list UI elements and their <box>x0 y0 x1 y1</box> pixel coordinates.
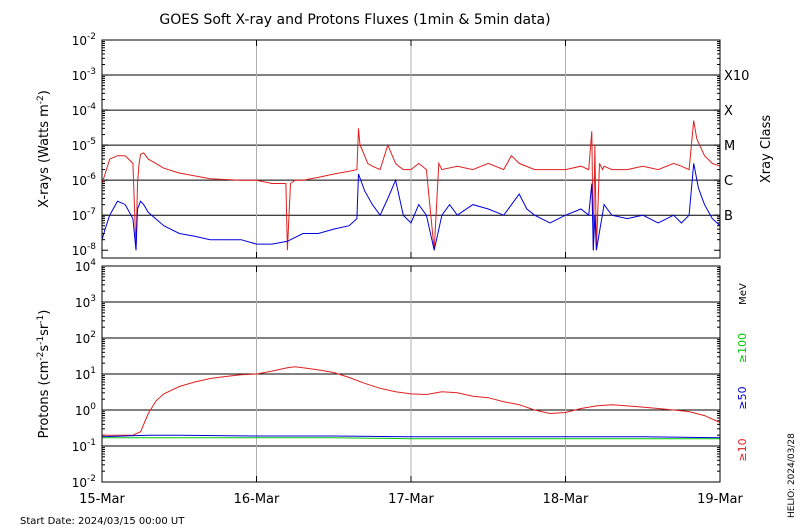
legend-label: ≥100 <box>736 333 749 363</box>
series-line <box>102 366 721 436</box>
proton-panel: 10-2 10-1 100 101 102 103 104 Protons (cm-2s-1s… <box>36 258 749 490</box>
y-tick-label: 10-2 <box>72 474 96 490</box>
start-date-label: Start Date: 2024/03/15 00:00 UT <box>20 516 185 527</box>
y-tick-label: 102 <box>75 330 96 346</box>
y-tick-label: 10-2 <box>72 32 96 48</box>
y-tick-label: 10-3 <box>72 67 96 83</box>
y-tick-label: 101 <box>75 366 96 382</box>
y-axis-title: Protons (cm-2s-1sr-1) <box>36 310 52 439</box>
series-line <box>101 120 721 251</box>
x-tick-label: 18-Mar <box>543 492 589 507</box>
series-line <box>102 437 720 440</box>
y-tick-label: 10-1 <box>72 438 96 454</box>
xray-class-title: Xray Class <box>759 115 774 183</box>
mev-unit-label: MeV <box>738 283 749 305</box>
y-tick-label: 104 <box>75 258 96 274</box>
y-tick-label: 10-4 <box>72 102 97 118</box>
xray-panel: 10-8 10-7 10-6 10-5 10-4 10-3 10-2 X-rays (Watt… <box>36 32 774 259</box>
xray-class-label: X10 <box>724 69 749 84</box>
y-tick-label: 10-8 <box>72 242 97 258</box>
chart-title: GOES Soft X-ray and Protons Fluxes (1min… <box>159 12 550 28</box>
helio-watermark: HELIO: 2024/03/28 <box>787 433 797 518</box>
legend-label: ≥10 <box>736 438 749 461</box>
y-tick-label: 100 <box>75 402 96 418</box>
y-tick-label: 10-6 <box>72 172 97 188</box>
series-line <box>101 434 721 439</box>
xray-class-label: B <box>724 209 733 224</box>
series-line <box>101 163 721 251</box>
y-tick-label: 103 <box>75 294 96 310</box>
x-tick-label: 15-Mar <box>79 492 125 507</box>
x-axis-ticks: 15-Mar 16-Mar 17-Mar 18-Mar 19-Mar <box>79 40 744 507</box>
y-axis-title: X-rays (Watts m-2) <box>36 90 52 208</box>
y-tick-label: 10-5 <box>72 137 96 153</box>
x-tick-label: 19-Mar <box>697 492 743 507</box>
x-tick-label: 16-Mar <box>234 492 280 507</box>
y-tick-label: 10-7 <box>72 207 96 223</box>
xray-class-label: M <box>724 139 735 154</box>
xray-class-label: C <box>724 174 733 189</box>
x-tick-label: 17-Mar <box>388 492 434 507</box>
legend-label: ≥50 <box>736 386 749 409</box>
xray-class-label: X <box>724 104 733 119</box>
